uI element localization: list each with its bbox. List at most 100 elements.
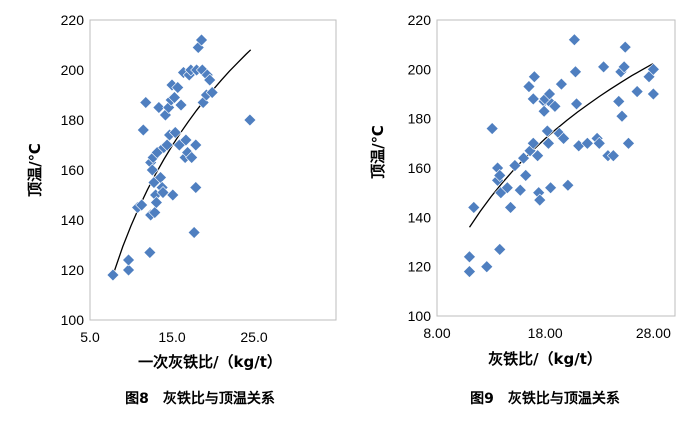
data-point <box>195 33 208 47</box>
data-point <box>630 85 644 98</box>
data-point <box>540 124 554 138</box>
y-tick-label: 100 <box>408 308 432 324</box>
data-point <box>567 33 581 47</box>
data-point <box>463 250 476 264</box>
data-point <box>615 109 629 123</box>
data-point <box>513 183 527 197</box>
data-point <box>646 62 660 76</box>
chart-1-y-axis-label: 顶温/℃ <box>26 143 44 197</box>
data-point <box>152 101 166 114</box>
chart-2-x-tick-labels: 8.00 18.00 28.00 <box>423 325 671 341</box>
chart-1-data-points <box>106 33 257 282</box>
y-tick-label: 140 <box>408 209 432 225</box>
data-point <box>526 136 540 150</box>
chart-2-x-axis-label: 灰铁比/（kg/t） <box>488 350 602 368</box>
data-point <box>612 94 626 108</box>
data-point <box>168 126 182 139</box>
data-point <box>185 151 199 164</box>
data-point <box>580 136 594 150</box>
chart-1-y-tick-labels: 100 120 140 160 180 200 220 <box>61 12 85 328</box>
data-point <box>148 206 162 219</box>
chart-2-y-axis-label: 顶温/℃ <box>369 125 387 179</box>
data-point <box>122 253 135 267</box>
y-tick-label: 220 <box>408 12 432 28</box>
data-point <box>160 138 174 152</box>
y-tick-label: 200 <box>408 61 432 77</box>
data-point <box>187 226 201 239</box>
chart-1-x-tick-labels: 5.0 15.0 25.0 <box>80 329 268 345</box>
data-point <box>508 159 522 172</box>
data-point <box>592 136 606 150</box>
data-point <box>531 149 545 163</box>
data-point <box>537 104 551 118</box>
data-point <box>557 131 570 145</box>
y-tick-label: 180 <box>61 112 85 128</box>
data-point <box>189 138 203 152</box>
data-point <box>135 198 149 212</box>
y-tick-label: 120 <box>61 262 85 278</box>
data-point <box>526 92 540 106</box>
data-point <box>139 96 153 109</box>
data-point <box>500 181 514 195</box>
data-point <box>156 186 170 199</box>
y-tick-label: 200 <box>61 62 85 78</box>
data-point <box>527 70 541 84</box>
data-point <box>517 151 530 165</box>
chart-1-plot-area <box>89 19 337 321</box>
x-tick-label: 5.0 <box>80 329 100 345</box>
data-point <box>569 65 582 79</box>
chart-1-trendline <box>112 49 252 276</box>
data-point <box>548 99 562 113</box>
data-point <box>622 136 635 150</box>
data-point <box>205 86 219 99</box>
data-point <box>122 263 135 277</box>
chart-2-data-points <box>463 33 660 279</box>
x-tick-label: 15.0 <box>158 329 185 345</box>
data-point <box>243 113 257 127</box>
y-tick-label: 220 <box>61 12 85 28</box>
data-point <box>463 265 476 279</box>
x-tick-label: 25.0 <box>240 329 267 345</box>
data-point <box>145 163 159 177</box>
data-point <box>544 181 558 195</box>
x-tick-label: 8.00 <box>423 325 450 341</box>
data-point <box>533 193 547 207</box>
data-point <box>542 136 555 150</box>
data-point <box>174 98 188 112</box>
y-tick-label: 160 <box>408 160 432 176</box>
data-point <box>143 246 157 259</box>
y-tick-label: 140 <box>61 212 85 228</box>
data-point <box>504 201 517 214</box>
data-point <box>493 168 507 182</box>
data-point <box>485 122 499 135</box>
chart-2-fig9: 100 120 140 160 180 200 220 8.00 18.00 28.00 灰铁比… <box>369 12 676 407</box>
data-point <box>597 60 611 74</box>
data-point <box>646 87 660 101</box>
data-point <box>480 260 494 274</box>
data-point <box>189 181 203 194</box>
data-point <box>106 268 120 282</box>
data-point <box>618 40 632 54</box>
x-tick-label: 28.00 <box>636 325 671 341</box>
chart-2-trendline <box>468 62 654 228</box>
chart-2-plot-area <box>436 19 676 317</box>
data-point <box>166 188 180 202</box>
y-tick-label: 100 <box>61 312 85 328</box>
y-tick-label: 120 <box>408 259 432 275</box>
data-point <box>561 178 575 192</box>
data-point <box>467 201 481 214</box>
y-tick-label: 180 <box>408 111 432 127</box>
data-point <box>570 97 583 111</box>
data-point <box>136 123 150 137</box>
x-tick-label: 18.00 <box>528 325 563 341</box>
chart-1-x-axis-label: 一次灰铁比/（kg/t） <box>138 353 282 371</box>
y-tick-label: 160 <box>61 162 85 178</box>
data-point <box>606 149 620 163</box>
chart-1-fig8: 100 120 140 160 180 200 220 5.0 15.0 25.0 一次灰铁比/… <box>26 12 337 407</box>
chart-2-y-tick-labels: 100 120 140 160 180 200 220 <box>408 12 432 324</box>
data-point <box>617 60 631 74</box>
data-point <box>203 73 217 87</box>
data-point <box>179 133 193 147</box>
data-point <box>171 81 185 94</box>
